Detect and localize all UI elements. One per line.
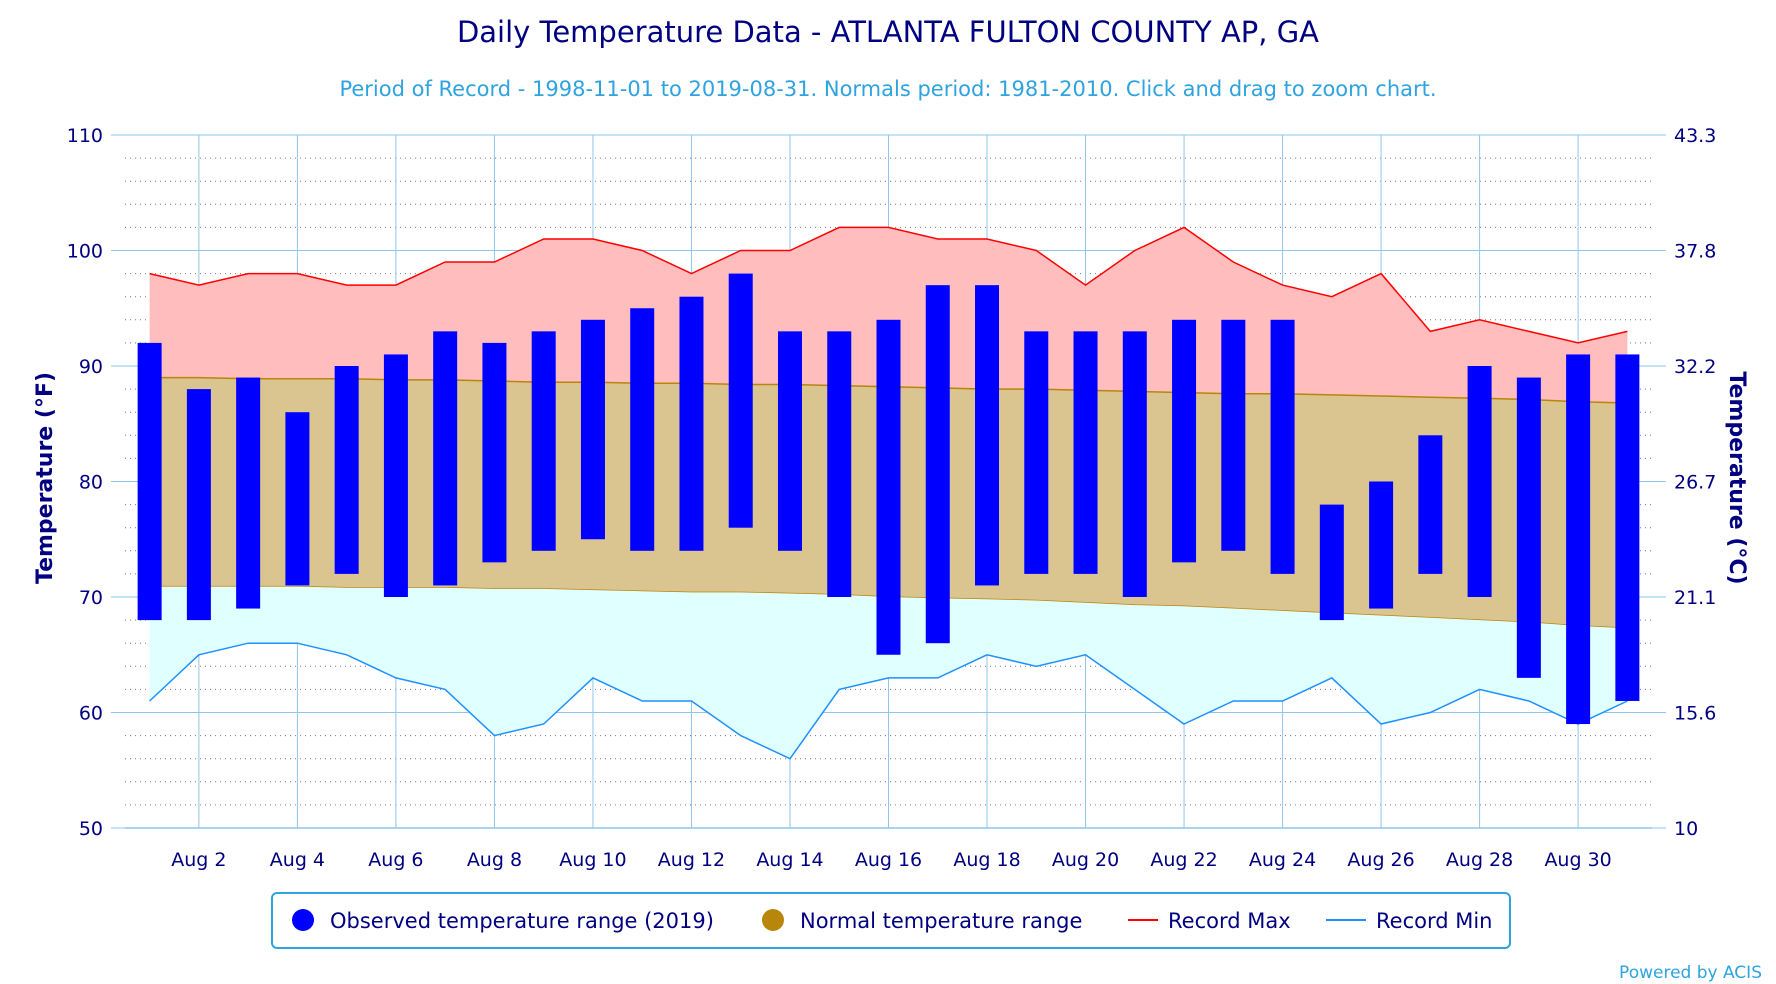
observed-range-bar[interactable] <box>531 331 556 551</box>
x-tick-label: Aug 22 <box>1150 849 1217 871</box>
observed-range-bar[interactable] <box>975 285 1000 586</box>
y-axis-title-right: Temperature (°C) <box>1724 371 1749 584</box>
observed-range-bar[interactable] <box>1270 319 1295 574</box>
observed-range-bar[interactable] <box>1418 435 1443 574</box>
legend-item-record-max[interactable]: Record Max <box>1128 909 1291 933</box>
y-tick-label-left: 110 <box>67 125 103 147</box>
observed-range-bar[interactable] <box>186 389 211 621</box>
observed-range-bar[interactable] <box>1369 481 1394 609</box>
x-tick-label: Aug 8 <box>467 849 522 871</box>
y-tick-label-right: 26.7 <box>1674 472 1716 494</box>
legend-label-normal: Normal temperature range <box>800 909 1082 933</box>
legend-item-observed[interactable]: Observed temperature range (2019) <box>292 909 714 933</box>
observed-range-bar[interactable] <box>1319 504 1344 621</box>
record-max-band <box>149 227 1628 403</box>
y-tick-label-left: 60 <box>79 703 103 725</box>
y-tick-label-right: 21.1 <box>1674 587 1716 609</box>
x-tick-label: Aug 16 <box>855 849 922 871</box>
observed-range-bar[interactable] <box>1467 366 1492 597</box>
record-max-line <box>149 226 1628 344</box>
legend-box <box>271 892 1511 949</box>
y-tick-label-left: 100 <box>67 241 103 263</box>
observed-range-bar[interactable] <box>1073 331 1098 574</box>
legend-item-record-min[interactable]: Record Min <box>1326 909 1493 933</box>
observed-range-bar[interactable] <box>433 331 458 586</box>
observed-range-bar[interactable] <box>728 273 753 528</box>
legend-marker-observed <box>292 909 314 931</box>
observed-range-bar[interactable] <box>876 319 901 655</box>
y-tick-label-left: 90 <box>79 356 103 378</box>
x-tick-label: Aug 18 <box>953 849 1020 871</box>
observed-range-bar[interactable] <box>285 412 310 586</box>
observed-range-bar[interactable] <box>777 331 802 551</box>
x-tick-label: Aug 4 <box>270 849 325 871</box>
record-min-band <box>149 586 1628 759</box>
y-tick-label-right: 10 <box>1674 818 1698 840</box>
chart-title: Daily Temperature Data - ATLANTA FULTON … <box>457 15 1319 49</box>
observed-range-bar[interactable] <box>482 342 507 563</box>
legend-marker-normal <box>762 909 784 931</box>
axes: 50 10 60 15.6 70 21.1 80 26.7 90 32.2 100 37.8 110 43… <box>67 125 1717 871</box>
y-tick-label-right: 32.2 <box>1674 356 1716 378</box>
observed-range-bar[interactable] <box>1615 354 1640 701</box>
observed-range-bar[interactable] <box>334 366 359 574</box>
x-tick-label: Aug 20 <box>1052 849 1119 871</box>
credit-link[interactable]: Powered by ACIS <box>1619 963 1762 983</box>
observed-range-bar[interactable] <box>1516 377 1541 678</box>
x-tick-label: Aug 12 <box>658 849 725 871</box>
y-tick-label-right: 37.8 <box>1674 241 1716 263</box>
x-tick-label: Aug 6 <box>368 849 423 871</box>
legend[interactable]: Observed temperature range (2019) Normal… <box>271 892 1511 949</box>
observed-range-bar[interactable] <box>827 331 852 597</box>
legend-label-observed: Observed temperature range (2019) <box>330 909 714 933</box>
y-tick-label-left: 80 <box>79 472 103 494</box>
observed-range-bar[interactable] <box>580 319 605 540</box>
observed-range-bar[interactable] <box>925 285 950 644</box>
x-tick-label: Aug 10 <box>559 849 626 871</box>
observed-range-bar[interactable] <box>1024 331 1049 574</box>
observed-range-bar[interactable] <box>383 354 408 597</box>
legend-label-record-max: Record Max <box>1168 909 1291 933</box>
legend-item-normal[interactable]: Normal temperature range <box>762 909 1082 933</box>
x-tick-label: Aug 30 <box>1544 849 1611 871</box>
legend-label-record-min: Record Min <box>1376 909 1493 933</box>
observed-range-bar[interactable] <box>1122 331 1147 597</box>
y-tick-label-left: 70 <box>79 587 103 609</box>
y-axis-title-left: Temperature (°F) <box>33 372 58 584</box>
plot-area[interactable] <box>125 134 1652 829</box>
x-tick-label: Aug 26 <box>1347 849 1414 871</box>
y-tick-label-right: 43.3 <box>1674 125 1716 147</box>
observed-range-bar[interactable] <box>1172 319 1197 563</box>
chart-subtitle: Period of Record - 1998-11-01 to 2019-08… <box>339 77 1436 101</box>
x-tick-label: Aug 28 <box>1446 849 1513 871</box>
y-tick-label-right: 15.6 <box>1674 703 1716 725</box>
record-min-line <box>149 642 1628 760</box>
observed-range-bar[interactable] <box>137 342 162 621</box>
x-tick-label: Aug 2 <box>171 849 226 871</box>
observed-range-bar[interactable] <box>236 377 261 609</box>
x-tick-label: Aug 14 <box>756 849 823 871</box>
observed-range-bar[interactable] <box>679 296 704 551</box>
observed-range-bar[interactable] <box>630 308 655 551</box>
y-tick-label-left: 50 <box>79 818 103 840</box>
x-tick-label: Aug 24 <box>1249 849 1316 871</box>
observed-range-bar[interactable] <box>1221 319 1246 551</box>
observed-range-bar[interactable] <box>1566 354 1591 725</box>
